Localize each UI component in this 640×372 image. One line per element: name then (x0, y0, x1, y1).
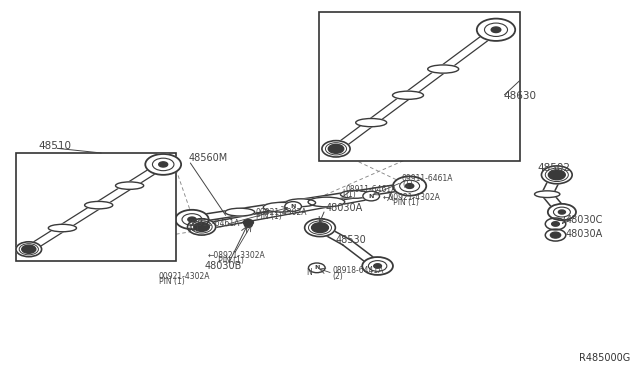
Text: 09911-6461A: 09911-6461A (402, 174, 453, 183)
Text: ←00921-4302A: ←00921-4302A (383, 193, 440, 202)
Circle shape (145, 154, 181, 175)
Text: R485000G: R485000G (579, 353, 630, 363)
Bar (16, 153, 176, 261)
Circle shape (545, 218, 566, 230)
Text: N: N (291, 204, 296, 209)
Text: 08918-6441A: 08918-6441A (333, 266, 384, 275)
Text: (1): (1) (402, 180, 413, 189)
Text: 48030A: 48030A (565, 230, 602, 239)
Text: (1): (1) (189, 224, 200, 233)
Circle shape (308, 263, 325, 273)
Circle shape (285, 202, 301, 211)
Circle shape (406, 183, 414, 189)
Text: N: N (369, 193, 374, 199)
Circle shape (175, 210, 209, 229)
Circle shape (305, 219, 335, 237)
Text: 48530: 48530 (336, 235, 367, 245)
Text: 48030B: 48030B (205, 261, 242, 270)
Circle shape (552, 222, 559, 226)
Bar (319, 12, 520, 161)
Text: PIN (1): PIN (1) (386, 198, 419, 207)
Ellipse shape (356, 119, 387, 127)
Ellipse shape (392, 91, 424, 99)
Circle shape (312, 223, 328, 232)
Ellipse shape (286, 199, 316, 207)
Circle shape (194, 222, 209, 231)
Circle shape (541, 166, 572, 184)
Circle shape (548, 170, 565, 180)
Circle shape (558, 210, 566, 214)
Circle shape (243, 219, 253, 225)
Ellipse shape (340, 190, 370, 198)
Text: 48630: 48630 (503, 91, 536, 100)
Ellipse shape (534, 191, 560, 198)
Text: (1): (1) (346, 190, 356, 199)
Text: PIN (1): PIN (1) (211, 256, 244, 265)
Circle shape (550, 232, 561, 238)
Text: (2): (2) (333, 272, 344, 280)
Text: 48502: 48502 (538, 163, 571, 173)
Circle shape (159, 162, 168, 167)
Circle shape (244, 223, 252, 227)
Circle shape (188, 219, 216, 235)
Ellipse shape (49, 224, 77, 232)
Text: 00921-4302A: 00921-4302A (256, 208, 307, 217)
Ellipse shape (225, 208, 255, 216)
Text: N: N (306, 268, 312, 277)
Circle shape (477, 19, 515, 41)
Ellipse shape (84, 201, 113, 209)
Ellipse shape (428, 65, 459, 73)
Text: ←08921-3302A: ←08921-3302A (208, 251, 266, 260)
Circle shape (322, 141, 350, 157)
Text: 48510: 48510 (38, 141, 72, 151)
Ellipse shape (263, 202, 300, 212)
Text: PIN (1): PIN (1) (159, 277, 184, 286)
Text: N: N (314, 265, 319, 270)
Circle shape (492, 27, 501, 33)
Circle shape (22, 245, 36, 253)
Circle shape (545, 229, 566, 241)
Text: 48560M: 48560M (189, 153, 228, 163)
Circle shape (188, 217, 196, 222)
Circle shape (548, 204, 576, 220)
Circle shape (374, 264, 381, 268)
Circle shape (362, 257, 393, 275)
Ellipse shape (116, 182, 144, 189)
Text: 08911-6461A: 08911-6461A (346, 185, 397, 194)
Circle shape (328, 144, 344, 153)
Text: PIN (1): PIN (1) (256, 212, 282, 221)
Text: 08911-6461A: 08911-6461A (189, 219, 240, 228)
Circle shape (16, 242, 42, 257)
Circle shape (363, 191, 380, 201)
Text: 48030A: 48030A (326, 203, 363, 213)
Circle shape (393, 176, 426, 196)
Text: 48030C: 48030C (565, 215, 602, 225)
Ellipse shape (308, 197, 345, 207)
Text: 00921-4302A: 00921-4302A (159, 272, 210, 280)
